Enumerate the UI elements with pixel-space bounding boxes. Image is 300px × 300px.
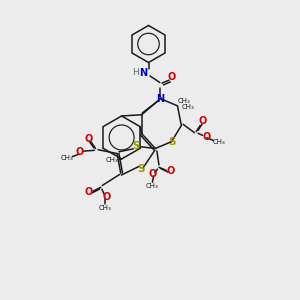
Text: S: S [137, 164, 145, 173]
Text: O: O [198, 116, 207, 126]
Text: CH₃: CH₃ [99, 205, 112, 211]
Text: CH₃: CH₃ [105, 158, 118, 164]
Text: CH₃: CH₃ [212, 139, 225, 145]
Text: N: N [139, 68, 147, 78]
Text: CH₃: CH₃ [146, 183, 159, 189]
Text: O: O [84, 187, 92, 197]
Text: CH₃: CH₃ [178, 98, 190, 104]
Text: S: S [168, 136, 176, 147]
Text: O: O [148, 169, 157, 179]
Text: O: O [166, 167, 174, 176]
Text: N: N [156, 94, 164, 103]
Text: H: H [132, 68, 139, 77]
Text: CH₃: CH₃ [182, 104, 194, 110]
Text: O: O [84, 134, 93, 144]
Text: O: O [202, 132, 210, 142]
Text: S: S [132, 141, 140, 152]
Text: O: O [168, 72, 176, 82]
Text: O: O [76, 147, 84, 158]
Text: O: O [102, 192, 110, 202]
Text: CH₃: CH₃ [61, 155, 74, 161]
